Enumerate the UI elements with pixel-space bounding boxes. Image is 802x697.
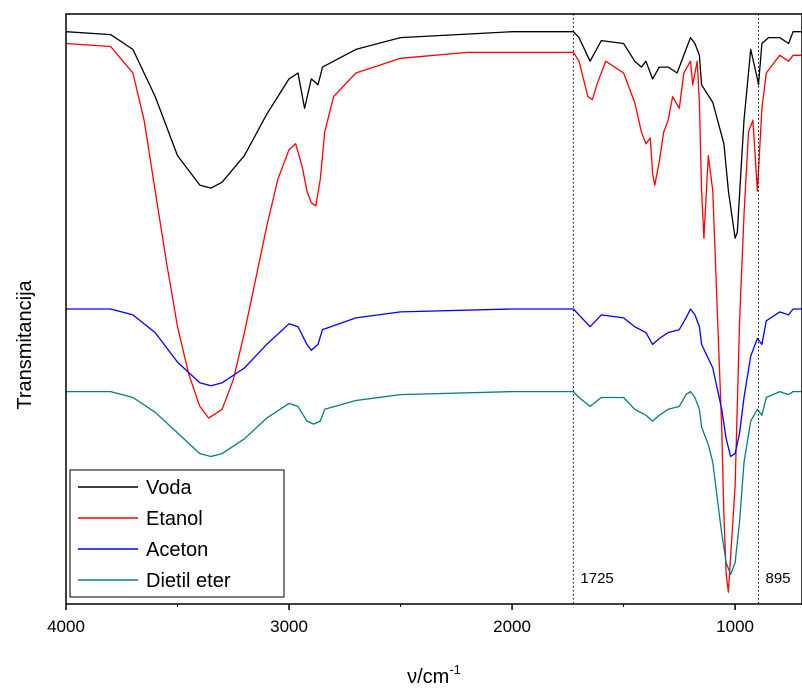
- series-layer: [65, 31, 802, 593]
- x-axis-title: ν/cm-1: [407, 662, 461, 688]
- legend-items: Voda Etanol Aceton Dietil eter: [78, 477, 231, 592]
- series-line-etanol: [65, 42, 802, 593]
- legend: Voda Etanol Aceton Dietil eter: [69, 469, 285, 598]
- x-axis-title-exponent: -1: [449, 662, 461, 677]
- x-tick-label-3000: 3000: [270, 617, 308, 636]
- x-tick-label-2000: 2000: [493, 617, 531, 636]
- series-line-aceton: [66, 308, 802, 458]
- annotation-label-895: 895: [766, 570, 791, 587]
- annotation-layer: 1725 895: [572, 14, 791, 604]
- legend-label-voda: Voda: [146, 477, 192, 499]
- series-line-dietil-eter: [66, 390, 802, 576]
- annotation-label-1725: 1725: [580, 570, 613, 587]
- plot-frame: [65, 13, 802, 605]
- series-line-voda: [65, 31, 802, 239]
- x-axis: 4000 3000 2000 1000: [47, 604, 754, 636]
- x-tick-label-4000: 4000: [47, 617, 85, 636]
- legend-label-aceton: Aceton: [146, 539, 208, 561]
- y-axis-title: Transmitancija: [14, 279, 36, 409]
- legend-label-etanol: Etanol: [146, 508, 203, 530]
- x-tick-label-1000: 1000: [716, 617, 754, 636]
- legend-box: [69, 469, 285, 598]
- x-axis-title-base: ν/cm: [407, 666, 449, 688]
- legend-label-dietil-eter: Dietil eter: [146, 570, 231, 592]
